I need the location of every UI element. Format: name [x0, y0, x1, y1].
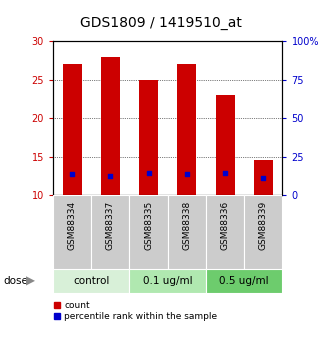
Text: dose: dose	[3, 276, 28, 286]
Bar	[63, 65, 82, 195]
Bar	[206, 269, 282, 293]
Text: 0.1 ug/ml: 0.1 ug/ml	[143, 276, 193, 286]
Point	[222, 170, 228, 175]
Bar	[244, 195, 282, 269]
Bar	[254, 160, 273, 195]
Bar	[206, 195, 244, 269]
Point	[70, 171, 75, 177]
Point	[184, 171, 189, 177]
Point	[146, 170, 151, 176]
Bar	[53, 195, 91, 269]
Bar	[101, 57, 120, 195]
Text: ▶: ▶	[26, 275, 35, 288]
Text: 0.5 ug/ml: 0.5 ug/ml	[220, 276, 269, 286]
Text: GSM88337: GSM88337	[106, 201, 115, 250]
Bar	[53, 269, 129, 293]
Bar	[177, 65, 196, 195]
Bar	[139, 80, 158, 195]
Bar	[215, 95, 235, 195]
Bar	[168, 195, 206, 269]
Text: GSM88336: GSM88336	[221, 201, 230, 250]
Text: GSM88338: GSM88338	[182, 201, 191, 250]
Point	[108, 173, 113, 179]
Point	[261, 175, 266, 181]
Bar	[129, 195, 168, 269]
Text: GDS1809 / 1419510_at: GDS1809 / 1419510_at	[80, 16, 241, 30]
Text: GSM88335: GSM88335	[144, 201, 153, 250]
Text: GSM88334: GSM88334	[68, 201, 77, 250]
Text: GSM88339: GSM88339	[259, 201, 268, 250]
Bar	[129, 269, 206, 293]
Text: control: control	[73, 276, 109, 286]
Legend: count, percentile rank within the sample: count, percentile rank within the sample	[54, 301, 217, 321]
Bar	[91, 195, 129, 269]
